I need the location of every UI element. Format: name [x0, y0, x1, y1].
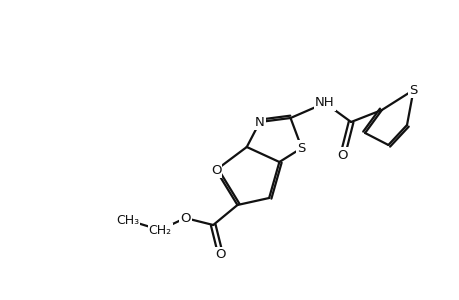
Text: O: O — [179, 212, 190, 224]
Text: CH₂: CH₂ — [148, 224, 171, 236]
Text: CH₃: CH₃ — [116, 214, 139, 226]
Text: O: O — [210, 164, 221, 176]
Text: N: N — [254, 116, 264, 128]
Text: S: S — [297, 142, 305, 154]
Text: NH: NH — [314, 97, 334, 110]
Text: O: O — [337, 148, 347, 161]
Text: O: O — [215, 248, 225, 262]
Text: S: S — [409, 83, 417, 97]
